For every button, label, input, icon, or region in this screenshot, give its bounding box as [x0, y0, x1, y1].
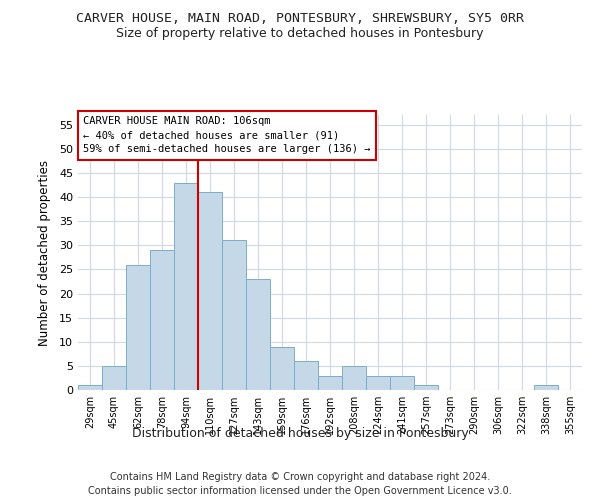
Bar	[342, 366, 366, 390]
Text: Distribution of detached houses by size in Pontesbury: Distribution of detached houses by size …	[131, 428, 469, 440]
Bar	[294, 361, 318, 390]
Bar	[78, 385, 102, 390]
Bar	[246, 279, 270, 390]
Text: Size of property relative to detached houses in Pontesbury: Size of property relative to detached ho…	[116, 28, 484, 40]
Bar	[318, 376, 342, 390]
Bar	[222, 240, 246, 390]
Bar	[174, 182, 198, 390]
Bar	[150, 250, 174, 390]
Bar	[126, 264, 150, 390]
Text: Contains HM Land Registry data © Crown copyright and database right 2024.: Contains HM Land Registry data © Crown c…	[110, 472, 490, 482]
Text: CARVER HOUSE MAIN ROAD: 106sqm
← 40% of detached houses are smaller (91)
59% of : CARVER HOUSE MAIN ROAD: 106sqm ← 40% of …	[83, 116, 371, 154]
Text: CARVER HOUSE, MAIN ROAD, PONTESBURY, SHREWSBURY, SY5 0RR: CARVER HOUSE, MAIN ROAD, PONTESBURY, SHR…	[76, 12, 524, 26]
Bar	[366, 376, 390, 390]
Text: Contains public sector information licensed under the Open Government Licence v3: Contains public sector information licen…	[88, 486, 512, 496]
Y-axis label: Number of detached properties: Number of detached properties	[38, 160, 50, 346]
Bar	[534, 385, 558, 390]
Bar	[270, 346, 294, 390]
Bar	[414, 385, 438, 390]
Bar	[198, 192, 222, 390]
Bar	[102, 366, 126, 390]
Bar	[390, 376, 414, 390]
